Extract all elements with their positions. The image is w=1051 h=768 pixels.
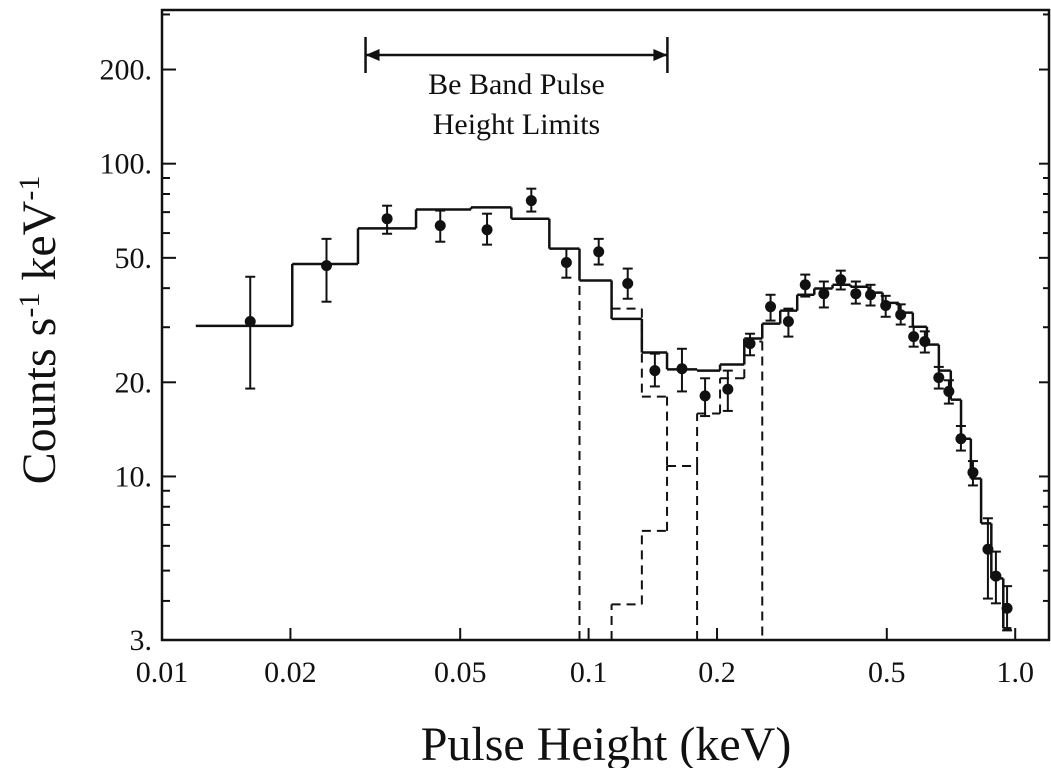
data-point	[593, 246, 605, 258]
data-point	[381, 213, 393, 225]
data-point	[560, 257, 572, 269]
data-point	[676, 363, 688, 375]
x-axis-title: Pulse Height (keV)	[421, 718, 792, 768]
y-tick-label: 100.	[100, 148, 153, 181]
data-point	[722, 383, 734, 395]
y-title-part: keV	[13, 200, 66, 292]
data-point	[933, 372, 945, 384]
data-point	[818, 288, 830, 300]
x-tick-label: 0.2	[698, 656, 736, 689]
annotation-text: Height Limits	[433, 108, 601, 141]
x-tick-label: 1.0	[996, 656, 1034, 689]
y-tick-label: 10.	[115, 460, 153, 493]
data-point	[799, 279, 811, 291]
data-point	[919, 336, 931, 348]
y-axis-title: Counts s-1 keV-1	[13, 176, 66, 485]
data-point	[990, 570, 1002, 582]
x-tick-label: 0.1	[570, 656, 608, 689]
y-tick-label: 200.	[100, 54, 153, 87]
data-point	[967, 466, 979, 478]
data-point	[434, 220, 446, 232]
y-tick-label: 20.	[115, 366, 153, 399]
y-tick-label: 3.	[130, 624, 153, 657]
data-point	[895, 309, 907, 321]
x-tick-label: 0.5	[868, 656, 906, 689]
annotation-arrowhead	[365, 49, 380, 61]
data-point	[244, 315, 256, 327]
y-title-sup: -1	[13, 293, 46, 318]
data-point	[908, 331, 920, 343]
annotation-arrowhead	[653, 49, 668, 61]
data-point	[765, 301, 777, 313]
data-point	[699, 390, 711, 402]
y-tick-label: 50.	[115, 242, 153, 275]
data-point	[880, 300, 892, 312]
data-point	[955, 433, 967, 445]
data-point	[835, 274, 847, 286]
x-tick-label: 0.01	[136, 656, 189, 689]
annotation-text: Be Band Pulse	[428, 68, 605, 101]
data-point	[744, 338, 756, 350]
plot-frame	[160, 8, 1051, 642]
data-point	[622, 277, 634, 289]
data-point	[850, 288, 862, 300]
data-point	[1001, 602, 1013, 614]
data-point	[982, 543, 994, 555]
data-point	[525, 195, 537, 207]
data-point	[649, 365, 661, 377]
data-point	[321, 260, 333, 272]
y-title-part: Counts s	[13, 318, 66, 485]
y-title-sup: -1	[13, 176, 46, 201]
x-tick-label: 0.02	[264, 656, 317, 689]
data-point	[865, 289, 877, 301]
x-tick-label: 0.05	[434, 656, 487, 689]
data-point	[943, 385, 955, 397]
data-point	[481, 224, 493, 236]
data-point	[782, 315, 794, 327]
